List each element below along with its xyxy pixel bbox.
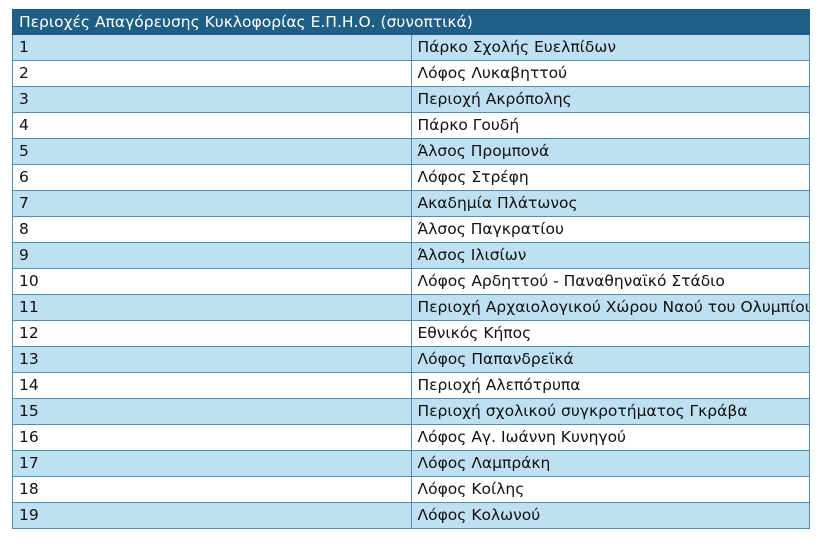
row-number: 10 [12,268,412,295]
area-name: Λόφος Αγ. Ιωάννη Κυνηγού [411,424,810,451]
area-name: Πάρκο Σχολής Ευελπίδων [411,34,810,61]
row-number: 5 [12,138,412,165]
row-number: 13 [12,346,412,373]
table-row: 14 Περιοχή Αλεπότρυπα [12,372,810,399]
row-number: 17 [12,450,412,477]
table-row: 12 Εθνικός Κήπος [12,320,810,347]
area-name: Άλσος Παγκρατίου [411,216,810,243]
table-row: 10 Λόφος Αρδηττού - Παναθηναϊκό Στάδιο [12,268,810,295]
areas-table-container: Περιοχές Απαγόρευσης Κυκλοφορίας Ε.Π.Η.Ο… [12,9,810,529]
row-number: 2 [12,60,412,87]
table-row: 8 Άλσος Παγκρατίου [12,216,810,243]
table-row: 19 Λόφος Κολωνού [12,502,810,529]
table-row: 4 Πάρκο Γουδή [12,112,810,139]
table-row: 16 Λόφος Αγ. Ιωάννη Κυνηγού [12,424,810,451]
table-row: 17 Λόφος Λαμπράκη [12,450,810,477]
row-number: 11 [12,294,412,321]
table-row: 5 Άλσος Προμπονά [12,138,810,165]
area-name: Λόφος Κοίλης [411,476,810,503]
row-number: 8 [12,216,412,243]
area-name: Άλσος Ιλισίων [411,242,810,269]
area-name: Ακαδημία Πλάτωνος [411,190,810,217]
row-number: 3 [12,86,412,113]
row-number: 7 [12,190,412,217]
row-number: 1 [12,34,412,61]
areas-table: Περιοχές Απαγόρευσης Κυκλοφορίας Ε.Π.Η.Ο… [12,9,810,529]
area-name: Λόφος Κολωνού [411,502,810,529]
table-row: 6 Λόφος Στρέφη [12,164,810,191]
area-name: Πάρκο Γουδή [411,112,810,139]
table-row: 2 Λόφος Λυκαβηττού [12,60,810,87]
table-row: 18 Λόφος Κοίλης [12,476,810,503]
table-title: Περιοχές Απαγόρευσης Κυκλοφορίας Ε.Π.Η.Ο… [12,9,810,35]
table-row: 9 Άλσος Ιλισίων [12,242,810,269]
table-row: 7 Ακαδημία Πλάτωνος [12,190,810,217]
row-number: 15 [12,398,412,425]
row-number: 19 [12,502,412,529]
area-name: Περιοχή σχολικού συγκροτήματος Γκράβα [411,398,810,425]
area-name: Λόφος Στρέφη [411,164,810,191]
row-number: 18 [12,476,412,503]
table-body: 1 Πάρκο Σχολής Ευελπίδων 2 Λόφος Λυκαβηττο… [12,34,810,529]
table-row: 3 Περιοχή Ακρόπολης [12,86,810,113]
area-name: Περιοχή Αρχαιολογικού Χώρου Ναού του Ολυ… [411,294,810,321]
table-row: 1 Πάρκο Σχολής Ευελπίδων [12,34,810,61]
row-number: 6 [12,164,412,191]
row-number: 12 [12,320,412,347]
area-name: Λόφος Λυκαβηττού [411,60,810,87]
area-name: Άλσος Προμπονά [411,138,810,165]
area-name: Λόφος Λαμπράκη [411,450,810,477]
row-number: 16 [12,424,412,451]
table-row: 13 Λόφος Παπανδρεϊκά [12,346,810,373]
table-header-row: Περιοχές Απαγόρευσης Κυκλοφορίας Ε.Π.Η.Ο… [12,9,810,35]
area-name: Λόφος Αρδηττού - Παναθηναϊκό Στάδιο [411,268,810,295]
row-number: 4 [12,112,412,139]
area-name: Λόφος Παπανδρεϊκά [411,346,810,373]
row-number: 9 [12,242,412,269]
table-row: 11 Περιοχή Αρχαιολογικού Χώρου Ναού του Ο… [12,294,810,321]
area-name: Περιοχή Αλεπότρυπα [411,372,810,399]
area-name: Περιοχή Ακρόπολης [411,86,810,113]
area-name: Εθνικός Κήπος [411,320,810,347]
table-row: 15 Περιοχή σχολικού συγκροτήματος Γκράβα [12,398,810,425]
row-number: 14 [12,372,412,399]
